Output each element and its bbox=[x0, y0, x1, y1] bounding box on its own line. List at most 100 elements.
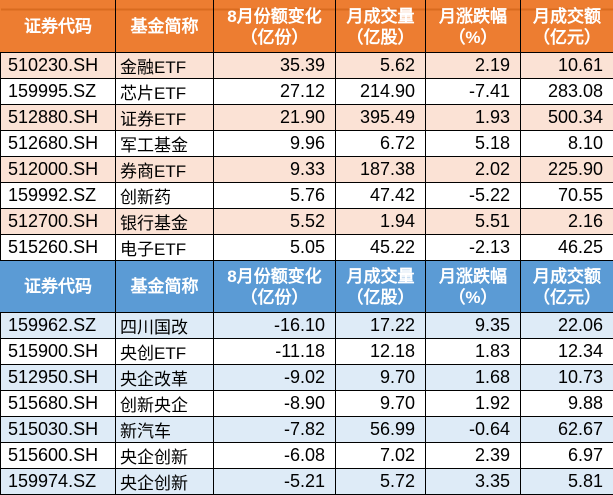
col-header-name-2: 基金简称 bbox=[116, 261, 214, 313]
table-row: 512000.SH 券商ETF 9.33 187.38 2.02 225.90 bbox=[1, 157, 613, 183]
cell-share-change: 5.52 bbox=[214, 209, 336, 235]
cell-code: 515260.SH bbox=[1, 235, 116, 261]
cell-name: 创新药 bbox=[116, 183, 214, 209]
table-row: 510230.SH 金融ETF 35.39 5.62 2.19 10.61 bbox=[1, 53, 613, 79]
cell-name: 军工基金 bbox=[116, 131, 214, 157]
table-row: 515260.SH 电子ETF 5.05 45.22 -2.13 46.25 bbox=[1, 235, 613, 261]
section2-body: 159962.SZ 四川国改 -16.10 17.22 9.35 22.06 5… bbox=[1, 313, 613, 495]
cell-volume: 12.18 bbox=[336, 339, 426, 365]
cell-name: 券商ETF bbox=[116, 157, 214, 183]
cell-code: 510230.SH bbox=[1, 53, 116, 79]
table-row: 515900.SH 央创ETF -11.18 12.18 1.83 12.34 bbox=[1, 339, 613, 365]
cell-turnover: 2.16 bbox=[521, 209, 613, 235]
cell-code: 159962.SZ bbox=[1, 313, 116, 339]
cell-pct: 5.18 bbox=[426, 131, 521, 157]
section1-body: 510230.SH 金融ETF 35.39 5.62 2.19 10.61 15… bbox=[1, 53, 613, 261]
cell-code: 515600.SH bbox=[1, 443, 116, 469]
cell-share-change: 5.05 bbox=[214, 235, 336, 261]
table-row: 515600.SH 央企创新 -6.08 7.02 2.39 6.97 bbox=[1, 443, 613, 469]
cell-code: 515030.SH bbox=[1, 417, 116, 443]
cell-pct: 1.93 bbox=[426, 105, 521, 131]
cell-pct: -5.22 bbox=[426, 183, 521, 209]
cell-volume: 45.22 bbox=[336, 235, 426, 261]
table-row: 512680.SH 军工基金 9.96 6.72 5.18 8.10 bbox=[1, 131, 613, 157]
cell-turnover: 62.67 bbox=[521, 417, 613, 443]
table-row: 515030.SH 新汽车 -7.82 56.99 -0.64 62.67 bbox=[1, 417, 613, 443]
cell-code: 159992.SZ bbox=[1, 183, 116, 209]
cell-turnover: 225.90 bbox=[521, 157, 613, 183]
cell-share-change: 35.39 bbox=[214, 53, 336, 79]
col-header-volume-2: 月成交量（亿股） bbox=[336, 261, 426, 313]
cell-name: 央企创新 bbox=[116, 443, 214, 469]
cell-pct: 2.02 bbox=[426, 157, 521, 183]
cell-share-change: 21.90 bbox=[214, 105, 336, 131]
col-header-turnover-2: 月成交额（亿元） bbox=[521, 261, 613, 313]
section1-header: 证券代码 基金简称 8月份额变化（亿份） 月成交量（亿股） 月涨跌幅（%） 月成… bbox=[1, 1, 613, 53]
cell-volume: 1.94 bbox=[336, 209, 426, 235]
cell-name: 央企改革 bbox=[116, 365, 214, 391]
cell-name: 新汽车 bbox=[116, 417, 214, 443]
cell-volume: 17.22 bbox=[336, 313, 426, 339]
col-header-code: 证券代码 bbox=[1, 1, 116, 53]
section2-header: 证券代码 基金简称 8月份额变化（亿份） 月成交量（亿股） 月涨跌幅（%） 月成… bbox=[1, 261, 613, 313]
cell-name: 电子ETF bbox=[116, 235, 214, 261]
cell-name: 银行基金 bbox=[116, 209, 214, 235]
cell-turnover: 10.61 bbox=[521, 53, 613, 79]
cell-name: 金融ETF bbox=[116, 53, 214, 79]
cell-pct: -7.41 bbox=[426, 79, 521, 105]
cell-volume: 9.70 bbox=[336, 391, 426, 417]
cell-share-change: -7.82 bbox=[214, 417, 336, 443]
cell-code: 515680.SH bbox=[1, 391, 116, 417]
cell-volume: 56.99 bbox=[336, 417, 426, 443]
col-header-volume: 月成交量（亿股） bbox=[336, 1, 426, 53]
cell-turnover: 46.25 bbox=[521, 235, 613, 261]
cell-code: 512700.SH bbox=[1, 209, 116, 235]
cell-volume: 187.38 bbox=[336, 157, 426, 183]
col-header-turnover: 月成交额（亿元） bbox=[521, 1, 613, 53]
cell-share-change: -8.90 bbox=[214, 391, 336, 417]
col-header-share-change: 8月份额变化（亿份） bbox=[214, 1, 336, 53]
cell-name: 四川国改 bbox=[116, 313, 214, 339]
cell-name: 证券ETF bbox=[116, 105, 214, 131]
cell-turnover: 10.73 bbox=[521, 365, 613, 391]
cell-pct: 1.68 bbox=[426, 365, 521, 391]
col-header-name: 基金简称 bbox=[116, 1, 214, 53]
cell-code: 512880.SH bbox=[1, 105, 116, 131]
cell-code: 512000.SH bbox=[1, 157, 116, 183]
cell-volume: 9.70 bbox=[336, 365, 426, 391]
cell-volume: 7.02 bbox=[336, 443, 426, 469]
cell-code: 159995.SZ bbox=[1, 79, 116, 105]
section2-header-row: 证券代码 基金简称 8月份额变化（亿份） 月成交量（亿股） 月涨跌幅（%） 月成… bbox=[1, 261, 613, 313]
cell-pct: 1.92 bbox=[426, 391, 521, 417]
cell-pct: 9.35 bbox=[426, 313, 521, 339]
cell-volume: 6.72 bbox=[336, 131, 426, 157]
table-row: 159962.SZ 四川国改 -16.10 17.22 9.35 22.06 bbox=[1, 313, 613, 339]
cell-share-change: -6.08 bbox=[214, 443, 336, 469]
col-header-pct-2: 月涨跌幅（%） bbox=[426, 261, 521, 313]
cell-share-change: 9.96 bbox=[214, 131, 336, 157]
cell-name: 创新央企 bbox=[116, 391, 214, 417]
col-header-pct: 月涨跌幅（%） bbox=[426, 1, 521, 53]
cell-turnover: 283.08 bbox=[521, 79, 613, 105]
cell-pct: 5.51 bbox=[426, 209, 521, 235]
cell-share-change: -9.02 bbox=[214, 365, 336, 391]
cell-name: 央创ETF bbox=[116, 339, 214, 365]
cell-code: 515900.SH bbox=[1, 339, 116, 365]
cell-code: 512680.SH bbox=[1, 131, 116, 157]
col-header-code-2: 证券代码 bbox=[1, 261, 116, 313]
col-header-share-change-2: 8月份额变化（亿份） bbox=[214, 261, 336, 313]
cell-volume: 214.90 bbox=[336, 79, 426, 105]
cell-code: 512950.SH bbox=[1, 365, 116, 391]
cell-name: 芯片ETF bbox=[116, 79, 214, 105]
table-row: 515680.SH 创新央企 -8.90 9.70 1.92 9.88 bbox=[1, 391, 613, 417]
cell-pct: 1.83 bbox=[426, 339, 521, 365]
table-row: 159995.SZ 芯片ETF 27.12 214.90 -7.41 283.0… bbox=[1, 79, 613, 105]
cell-turnover: 8.10 bbox=[521, 131, 613, 157]
table-row: 512880.SH 证券ETF 21.90 395.49 1.93 500.34 bbox=[1, 105, 613, 131]
table-row: 512700.SH 银行基金 5.52 1.94 5.51 2.16 bbox=[1, 209, 613, 235]
table-row: 512950.SH 央企改革 -9.02 9.70 1.68 10.73 bbox=[1, 365, 613, 391]
cell-turnover: 12.34 bbox=[521, 339, 613, 365]
cell-share-change: -16.10 bbox=[214, 313, 336, 339]
cell-pct: -0.64 bbox=[426, 417, 521, 443]
cell-pct: 2.39 bbox=[426, 443, 521, 469]
